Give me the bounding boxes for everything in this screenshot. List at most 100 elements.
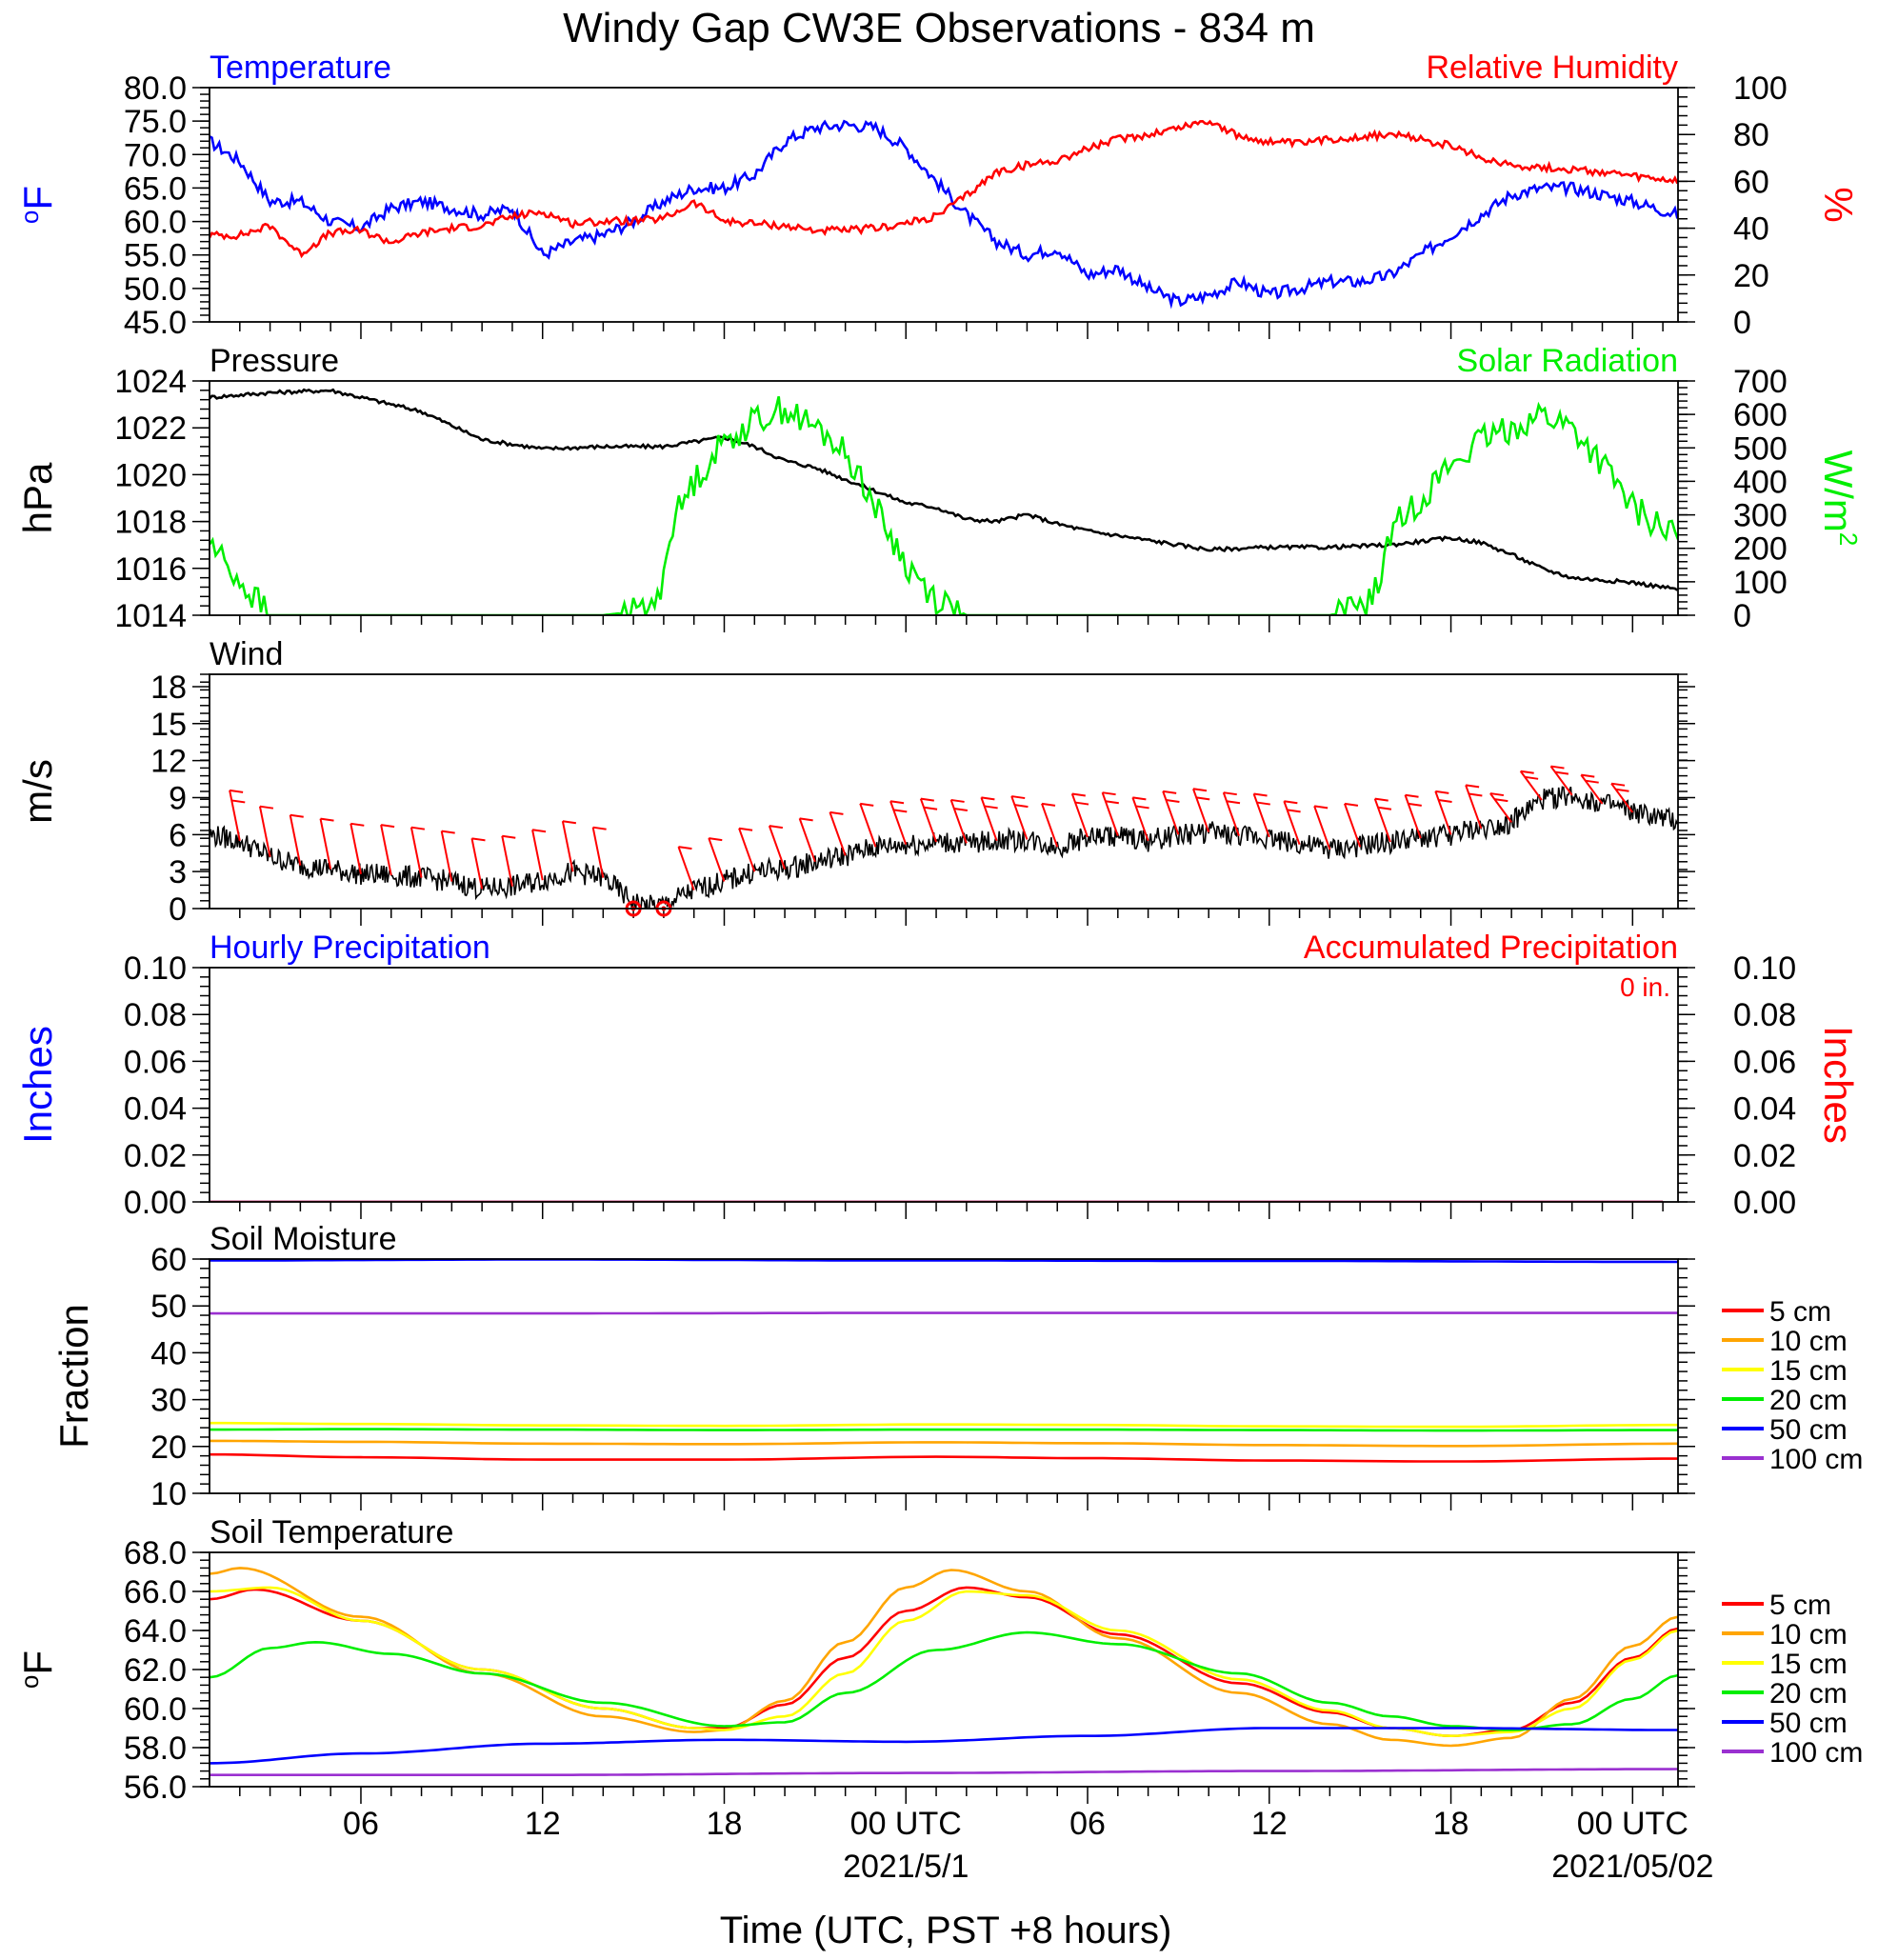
series-line-15cm [210, 1586, 1678, 1738]
y-tick-label: 1018 [114, 505, 187, 541]
wind-barb [319, 818, 332, 870]
wind-barb [440, 830, 453, 882]
wind-barb [1283, 800, 1301, 846]
legend-label: 5 cm [1769, 1296, 1831, 1328]
wind-barb [859, 803, 877, 848]
x-tick-label: 06 [1069, 1806, 1106, 1842]
wind-barb [1041, 803, 1059, 848]
panel-title-right: Solar Radiation [1457, 343, 1678, 379]
right-y-tick-label: 200 [1733, 531, 1788, 568]
wind-barb [1101, 791, 1119, 836]
wind-barb [798, 818, 816, 863]
x-tick-label: 00 UTC [1577, 1806, 1688, 1842]
series-line-1 [210, 119, 1678, 259]
right-y-tick-label: 0.00 [1733, 1185, 1796, 1221]
x-tick-label: 12 [1251, 1806, 1288, 1842]
y-tick-label: 0.04 [124, 1091, 187, 1128]
y-tick-label: 12 [150, 744, 187, 780]
left-axis-label: Inches [15, 1026, 60, 1144]
right-y-tick-label: 500 [1733, 430, 1788, 467]
y-tick-label: 65.0 [124, 170, 187, 207]
right-y-tick-label: 100 [1733, 565, 1788, 601]
y-tick-label: 0.02 [124, 1138, 187, 1174]
right-y-tick-label: 60 [1733, 164, 1769, 200]
y-tick-label: 20 [150, 1430, 187, 1466]
x-tick-label: 12 [525, 1806, 561, 1842]
legend-label: 10 cm [1769, 1326, 1848, 1357]
panel-title-left: Hourly Precipitation [210, 930, 490, 966]
left-axis-label: hPa [15, 462, 60, 533]
x-tick-label: 00 UTC [850, 1806, 962, 1842]
right-y-tick-label: 0.06 [1733, 1044, 1796, 1080]
y-tick-label: 0 [169, 891, 187, 928]
wind-barb [1519, 770, 1543, 801]
wind-barb [1343, 803, 1362, 848]
y-tick-label: 70.0 [124, 137, 187, 173]
legend-label: 50 cm [1769, 1708, 1848, 1739]
panel-precipitation: 0.00 0.02 0.04 0.06 0.08 0.10 0.00 0.02 0.04 0.06… [15, 930, 1861, 1221]
wind-barb [1131, 797, 1149, 842]
right-y-tick-label: 600 [1733, 397, 1788, 433]
y-tick-label: 30 [150, 1383, 187, 1419]
panel-title-left: Wind [210, 636, 283, 672]
panel-title-left: Soil Temperature [210, 1514, 453, 1550]
y-tick-label: 1014 [114, 598, 187, 634]
wind-barb [1434, 790, 1452, 835]
y-tick-label: 66.0 [124, 1574, 187, 1610]
wind-barb [708, 837, 726, 882]
panel-title-left: Soil Moisture [210, 1221, 397, 1257]
panel-title-right: Relative Humidity [1426, 50, 1678, 86]
legend-label: 20 cm [1769, 1678, 1848, 1710]
wind-barb [738, 828, 756, 872]
y-tick-label: 55.0 [124, 238, 187, 274]
y-tick-label: 50 [150, 1289, 187, 1325]
y-tick-label: 9 [169, 780, 187, 816]
y-tick-label: 62.0 [124, 1652, 187, 1689]
legend-label: 15 cm [1769, 1355, 1848, 1387]
panel-title-left: Temperature [210, 50, 391, 86]
x-tick-label: 18 [1433, 1806, 1469, 1842]
x-tick-label: 18 [707, 1806, 743, 1842]
series-line-20cm [210, 1630, 1678, 1731]
left-axis-label: oF [15, 186, 60, 224]
y-tick-label: 58.0 [124, 1730, 187, 1767]
legend-label: 5 cm [1769, 1590, 1831, 1621]
x-date-label: 2021/5/1 [843, 1849, 969, 1885]
right-y-tick-label: 100 [1733, 70, 1788, 107]
right-y-tick-label: 400 [1733, 464, 1788, 500]
y-tick-label: 1016 [114, 551, 187, 588]
wind-barb [410, 827, 423, 878]
y-tick-label: 3 [169, 854, 187, 890]
wind-barb [470, 838, 484, 890]
y-tick-label: 45.0 [124, 305, 187, 341]
y-tick-label: 0.00 [124, 1185, 187, 1221]
figure-title: Windy Gap CW3E Observations - 834 m [563, 5, 1315, 51]
left-axis-label: m/s [15, 759, 60, 824]
wind-barb [380, 824, 392, 876]
legend-label: 15 cm [1769, 1649, 1848, 1680]
accumulated-total: 0 in. [1620, 972, 1670, 1002]
series-line-1 [210, 396, 1678, 615]
x-axis-title: Time (UTC, PST +8 hours) [720, 1910, 1172, 1951]
wind-barb [1549, 765, 1573, 796]
y-tick-label: 68.0 [124, 1535, 187, 1571]
right-y-tick-label: 700 [1733, 364, 1788, 400]
right-y-tick-label: 300 [1733, 498, 1788, 534]
x-tick-label: 06 [343, 1806, 379, 1842]
right-axis-label: Inches [1816, 1026, 1861, 1144]
plot-frame [209, 380, 1679, 616]
y-tick-label: 50.0 [124, 271, 187, 308]
y-tick-label: 10 [150, 1476, 187, 1512]
series-line-50cm [210, 1727, 1678, 1765]
x-date-label: 2021/05/02 [1551, 1849, 1713, 1885]
plot-frame [209, 673, 1679, 910]
wind-barb [531, 830, 544, 881]
series-line-0 [210, 119, 1678, 310]
plot-frame [209, 87, 1679, 323]
right-y-tick-label: 0.02 [1733, 1138, 1796, 1174]
wind-barb [289, 814, 302, 866]
wind-barb [1373, 798, 1391, 843]
right-y-tick-label: 80 [1733, 117, 1769, 153]
